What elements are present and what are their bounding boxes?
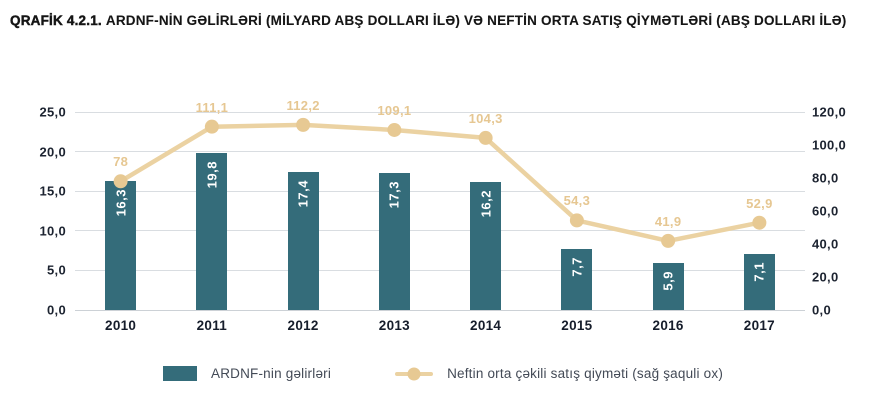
line-point-2011 bbox=[204, 119, 219, 134]
legend-line-swatch bbox=[395, 366, 434, 381]
line-point-2015 bbox=[569, 213, 584, 228]
gridline bbox=[75, 151, 805, 153]
x-axis-label-2017: 2017 bbox=[743, 318, 775, 333]
gridline bbox=[75, 230, 805, 232]
x-axis: 2010 2011 2012 2013 2014 2015 2016 2017 bbox=[75, 318, 805, 336]
x-axis-label-2010: 2010 bbox=[105, 318, 137, 333]
y-axis-right-tick: 60,0 bbox=[812, 203, 839, 219]
bar-2010: 16,3 bbox=[105, 180, 137, 310]
y-axis-left-tick: 0,0 bbox=[47, 302, 66, 318]
x-axis-label-2012: 2012 bbox=[287, 318, 319, 333]
y-axis-left-tick: 5,0 bbox=[47, 262, 66, 278]
line-point-2014 bbox=[478, 130, 493, 145]
legend-item-revenue: ARDNF-nin gəlirləri bbox=[162, 366, 332, 381]
y-axis-left: 25,0 20,0 15,0 10,0 5,0 0,0 bbox=[0, 105, 66, 318]
y-axis-right-tick: 0,0 bbox=[812, 302, 831, 318]
y-axis-left-tick: 20,0 bbox=[39, 144, 66, 160]
line-point-2013 bbox=[387, 122, 402, 137]
x-axis-label-2011: 2011 bbox=[196, 318, 228, 333]
y-axis-right-tick: 100,0 bbox=[812, 137, 847, 153]
chart-title: QRAFİK 4.2.1. ARDNF-NİN GƏLİRLƏRİ (MİLYAR… bbox=[10, 13, 880, 28]
line-value-label: 41,9 bbox=[654, 213, 682, 229]
y-axis-right-tick: 120,0 bbox=[812, 104, 847, 120]
legend: ARDNF-nin gəlirləri Neftin orta çəkili s… bbox=[0, 366, 886, 381]
bar-2017: 7,1 bbox=[743, 253, 775, 310]
line-point-2012 bbox=[296, 117, 311, 132]
bar-2013: 17,3 bbox=[378, 172, 410, 310]
gridline bbox=[75, 190, 805, 192]
x-axis-label-2016: 2016 bbox=[652, 318, 684, 333]
x-axis-label-2015: 2015 bbox=[561, 318, 593, 333]
chart-title-prefix: QRAFİK 4.2.1. bbox=[10, 13, 102, 28]
y-axis-right-tick: 20,0 bbox=[812, 269, 839, 285]
gridline bbox=[75, 111, 805, 113]
bar-2014: 16,2 bbox=[470, 181, 502, 310]
line-point-2016 bbox=[661, 233, 676, 248]
bar-2015: 7,7 bbox=[561, 249, 593, 310]
bar-2011: 19,8 bbox=[196, 153, 228, 310]
y-axis-left-tick: 10,0 bbox=[39, 223, 66, 239]
legend-label-revenue: ARDNF-nin gəlirləri bbox=[210, 366, 332, 381]
legend-line-dot-icon bbox=[407, 367, 421, 380]
y-axis-right-tick: 80,0 bbox=[812, 170, 839, 186]
line-value-label: 109,1 bbox=[377, 103, 412, 118]
oil-price-line-series bbox=[113, 117, 767, 248]
x-axis-label-2013: 2013 bbox=[378, 318, 410, 333]
line-value-label: 78 bbox=[113, 154, 129, 170]
line-value-label: 111,1 bbox=[195, 99, 229, 115]
line-value-label: 104,3 bbox=[468, 110, 503, 126]
line-value-label: 52,9 bbox=[746, 195, 773, 211]
line-value-label: 112,2 bbox=[286, 97, 320, 113]
y-axis-left-tick: 25,0 bbox=[39, 104, 66, 120]
bar-2016: 5,9 bbox=[652, 263, 684, 310]
legend-label-oil-price: Neftin orta çəkili satış qiyməti (sağ şa… bbox=[447, 366, 724, 381]
chart-title-text: ARDNF-NİN GƏLİRLƏRİ (MİLYARD ABŞ DOLLARI… bbox=[105, 13, 847, 28]
line-point-2010 bbox=[113, 174, 128, 189]
bar-2012: 17,4 bbox=[287, 172, 319, 310]
x-axis-label-2014: 2014 bbox=[470, 318, 502, 333]
gridline bbox=[75, 309, 805, 311]
gridline bbox=[75, 269, 805, 271]
plot-area: 16,3 19,8 17,4 17,3 16,2 7,7 5,9 7,1 78 111,1 112,… bbox=[75, 98, 805, 311]
y-axis-left-tick: 15,0 bbox=[39, 183, 66, 199]
line-value-label: 54,3 bbox=[563, 193, 591, 209]
line-point-2017 bbox=[752, 215, 767, 230]
y-axis-right: 120,0 100,0 80,0 60,0 40,0 20,0 0,0 bbox=[812, 105, 882, 318]
legend-item-oil-price: Neftin orta çəkili satış qiyməti (sağ şa… bbox=[395, 366, 723, 381]
oil-price-line bbox=[118, 122, 762, 244]
legend-bar-swatch bbox=[162, 366, 197, 381]
y-axis-right-tick: 40,0 bbox=[812, 236, 839, 252]
